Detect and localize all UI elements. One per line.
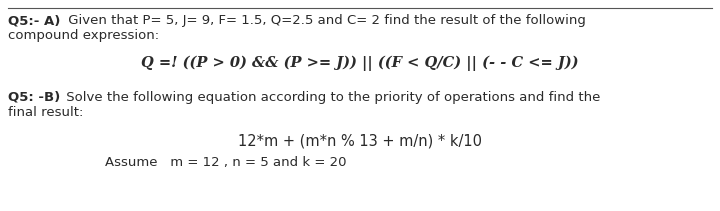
Text: Given that P= 5, J= 9, F= 1.5, Q=2.5 and C= 2 find the result of the following: Given that P= 5, J= 9, F= 1.5, Q=2.5 and… bbox=[64, 14, 586, 27]
Text: Assume   m = 12 , n = 5 and k = 20: Assume m = 12 , n = 5 and k = 20 bbox=[105, 156, 346, 169]
Text: Solve the following equation according to the priority of operations and find th: Solve the following equation according t… bbox=[62, 91, 600, 104]
Text: 12*m + (m*n % 13 + m/n) * k/10: 12*m + (m*n % 13 + m/n) * k/10 bbox=[238, 133, 482, 148]
Text: Q =! ((P > 0) && (P >= J)) || ((F < Q/C) || (- - C <= J)): Q =! ((P > 0) && (P >= J)) || ((F < Q/C)… bbox=[141, 56, 579, 71]
Text: Q5: -B): Q5: -B) bbox=[8, 91, 60, 104]
Text: Q5:- A): Q5:- A) bbox=[8, 14, 60, 27]
Text: final result:: final result: bbox=[8, 106, 84, 119]
Text: compound expression:: compound expression: bbox=[8, 29, 159, 42]
